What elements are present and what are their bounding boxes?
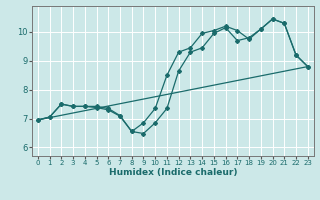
X-axis label: Humidex (Indice chaleur): Humidex (Indice chaleur) bbox=[108, 168, 237, 177]
